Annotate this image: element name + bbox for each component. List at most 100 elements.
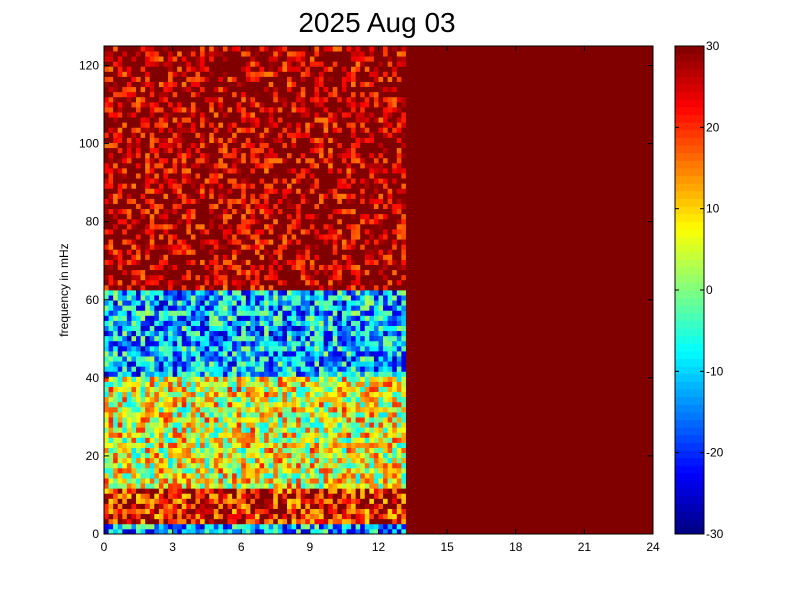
heatmap-cell xyxy=(222,46,228,52)
heatmap-cell xyxy=(332,432,338,438)
heatmap-cell xyxy=(222,371,228,377)
heatmap-cell xyxy=(122,254,128,260)
heatmap-cell xyxy=(314,366,320,372)
heatmap-cell xyxy=(282,61,288,67)
heatmap-cell xyxy=(282,412,288,418)
heatmap-cell xyxy=(213,310,219,316)
heatmap-cell xyxy=(227,351,233,357)
heatmap-cell xyxy=(186,493,192,499)
heatmap-cell xyxy=(309,310,315,316)
heatmap-cell xyxy=(131,345,137,352)
heatmap-cell xyxy=(108,76,114,82)
heatmap-cell xyxy=(177,101,183,108)
heatmap-cell xyxy=(296,422,302,428)
heatmap-cell xyxy=(113,208,119,215)
heatmap-cell xyxy=(113,112,119,118)
heatmap-cell xyxy=(104,244,109,250)
heatmap-cell xyxy=(332,493,338,499)
heatmap-cell xyxy=(319,137,324,143)
heatmap-cell xyxy=(218,483,224,489)
heatmap-cell xyxy=(104,345,109,352)
heatmap-cell xyxy=(108,213,114,220)
heatmap-cell xyxy=(222,259,228,265)
heatmap-cell xyxy=(200,137,206,143)
heatmap-cell xyxy=(282,274,288,281)
heatmap-cell xyxy=(328,264,334,271)
heatmap-cell xyxy=(250,401,256,408)
heatmap-cell xyxy=(177,518,183,525)
heatmap-cell xyxy=(328,467,334,474)
heatmap-cell xyxy=(236,452,242,459)
heatmap-cell xyxy=(200,61,206,67)
heatmap-cell xyxy=(259,488,265,494)
heatmap-cell xyxy=(136,203,141,210)
heatmap-cell xyxy=(209,173,215,179)
heatmap-cell xyxy=(305,239,311,245)
heatmap-cell xyxy=(305,371,311,377)
heatmap-cell xyxy=(126,71,132,77)
heatmap-cell xyxy=(236,310,242,316)
heatmap-cell xyxy=(149,117,155,123)
heatmap-cell xyxy=(168,432,174,438)
heatmap-cell xyxy=(250,290,256,296)
heatmap-cell xyxy=(291,371,297,377)
heatmap-cell xyxy=(250,259,256,265)
heatmap-cell xyxy=(300,335,306,342)
heatmap-cell xyxy=(227,107,233,113)
heatmap-cell xyxy=(122,178,128,184)
heatmap-cell xyxy=(287,376,292,382)
heatmap-cell xyxy=(145,432,151,438)
heatmap-cell xyxy=(108,101,114,108)
heatmap-cell xyxy=(337,66,343,72)
heatmap-cell xyxy=(154,198,160,204)
heatmap-cell xyxy=(222,396,228,403)
heatmap-cell xyxy=(117,467,123,474)
heatmap-cell xyxy=(209,101,215,108)
heatmap-cell xyxy=(259,178,265,184)
heatmap-cell xyxy=(163,361,169,367)
heatmap-cell xyxy=(296,208,302,215)
heatmap-cell xyxy=(181,381,187,387)
heatmap-cell xyxy=(328,142,334,149)
heatmap-cell xyxy=(305,417,311,423)
heatmap-cell xyxy=(250,503,256,509)
heatmap-cell xyxy=(209,66,215,72)
heatmap-cell xyxy=(332,234,338,240)
heatmap-cell xyxy=(140,356,146,362)
heatmap-cell xyxy=(177,371,183,377)
heatmap-cell xyxy=(254,152,260,159)
heatmap-cell xyxy=(126,386,132,393)
heatmap-cell xyxy=(241,401,247,408)
heatmap-cell xyxy=(218,345,224,352)
heatmap-cell xyxy=(213,259,219,265)
heatmap-cell xyxy=(222,239,228,245)
heatmap-cell xyxy=(126,488,132,494)
heatmap-cell xyxy=(309,406,315,413)
heatmap-cell xyxy=(245,234,251,240)
heatmap-cell xyxy=(227,71,233,77)
heatmap-cell xyxy=(190,300,196,306)
heatmap-cell xyxy=(209,132,215,138)
heatmap-cell xyxy=(117,213,123,220)
heatmap-cell xyxy=(218,218,224,225)
heatmap-cell xyxy=(227,386,233,393)
heatmap-cell xyxy=(117,137,123,143)
heatmap-cell xyxy=(309,457,315,464)
heatmap-cell xyxy=(186,320,192,326)
heatmap-cell xyxy=(168,452,174,459)
heatmap-cell xyxy=(209,498,215,504)
heatmap-cell xyxy=(282,422,288,428)
heatmap-cell xyxy=(136,168,141,174)
heatmap-cell xyxy=(158,66,164,72)
heatmap-cell xyxy=(172,493,178,499)
heatmap-cell xyxy=(177,96,183,103)
heatmap-cell xyxy=(200,518,206,525)
heatmap-cell xyxy=(172,518,178,525)
heatmap-cell xyxy=(131,122,137,128)
heatmap-cell xyxy=(268,218,274,225)
heatmap-cell xyxy=(213,422,219,428)
heatmap-cell xyxy=(218,356,224,362)
heatmap-cell xyxy=(245,300,251,306)
heatmap-cell xyxy=(277,356,283,362)
heatmap-cell xyxy=(291,462,297,469)
